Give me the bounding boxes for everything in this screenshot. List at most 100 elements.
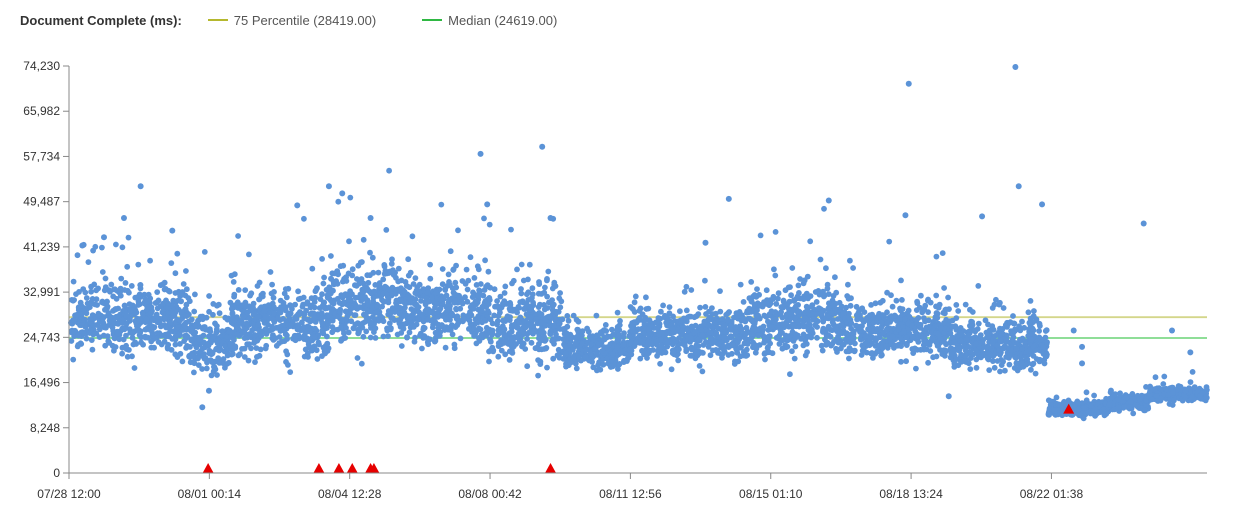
data-point: [123, 342, 129, 349]
data-point: [1120, 404, 1127, 411]
data-point: [558, 298, 565, 305]
data-point: [231, 291, 238, 298]
data-point: [538, 319, 545, 326]
data-point: [851, 348, 858, 355]
data-point: [119, 350, 125, 357]
data-point: [1132, 401, 1139, 408]
data-point: [514, 309, 520, 316]
data-point: [261, 308, 268, 315]
data-point: [848, 335, 854, 341]
data-point: [299, 319, 305, 326]
data-point: [542, 284, 548, 291]
data-point: [795, 282, 802, 289]
data-point: [604, 355, 610, 362]
data-point: [427, 261, 433, 268]
data-point: [268, 290, 275, 297]
data-point: [698, 327, 705, 333]
data-point: [549, 338, 555, 344]
x-tick-label: 08/15 01:10: [739, 487, 803, 501]
data-point: [1083, 389, 1090, 396]
data-point: [241, 335, 248, 341]
data-point: [1022, 338, 1028, 345]
data-point: [1197, 393, 1203, 400]
legend-item-75-percentile[interactable]: 75 Percentile (28419.00): [207, 13, 376, 28]
data-point: [125, 289, 132, 296]
data-point: [949, 323, 956, 330]
data-point: [1010, 313, 1016, 319]
data-point: [252, 332, 258, 338]
legend-item-median[interactable]: Median (24619.00): [422, 13, 557, 28]
data-point: [300, 333, 307, 340]
data-point: [469, 294, 476, 300]
data-point: [1130, 410, 1137, 417]
data-point: [518, 261, 525, 268]
data-point: [457, 335, 464, 342]
data-point: [375, 269, 382, 276]
data-point: [877, 299, 884, 306]
data-point: [89, 346, 96, 353]
data-point: [525, 276, 531, 283]
data-point: [418, 298, 424, 304]
data-point: [255, 321, 262, 328]
data-point: [729, 341, 736, 348]
data-point: [823, 332, 830, 339]
data-point: [821, 205, 827, 212]
data-point: [71, 329, 77, 335]
data-point: [641, 317, 648, 324]
data-point: [187, 344, 193, 350]
data-point: [593, 312, 600, 319]
data-point: [646, 347, 653, 354]
data-point: [520, 340, 527, 347]
data-point: [230, 335, 237, 342]
data-point: [160, 281, 166, 288]
data-point: [370, 269, 377, 276]
data-point: [121, 287, 128, 293]
data-point: [501, 301, 507, 308]
data-point: [397, 316, 404, 323]
data-point: [570, 354, 577, 361]
data-point: [933, 253, 940, 260]
data-point: [932, 322, 939, 329]
data-point: [886, 335, 893, 342]
data-point: [637, 305, 644, 312]
data-point: [787, 333, 793, 339]
data-point: [933, 303, 939, 310]
data-point: [666, 304, 673, 310]
data-point: [433, 289, 439, 296]
data-point: [126, 316, 133, 323]
data-point-outlier: [1079, 360, 1086, 367]
data-point: [129, 353, 135, 360]
data-point: [480, 292, 487, 299]
data-point: [1158, 396, 1164, 402]
data-point: [728, 333, 734, 339]
data-point: [520, 329, 527, 336]
data-point: [431, 338, 438, 345]
data-point: [769, 350, 776, 357]
data-point: [242, 330, 248, 337]
data-point: [991, 364, 998, 371]
data-point: [535, 372, 541, 379]
data-point: [939, 250, 946, 256]
data-point: [349, 272, 356, 279]
data-point: [164, 345, 171, 352]
data-point-outlier: [120, 215, 127, 222]
data-point: [450, 267, 457, 273]
data-point: [566, 341, 573, 348]
data-point: [295, 296, 302, 302]
data-point: [221, 360, 228, 367]
data-point-outlier: [484, 201, 491, 208]
data-point: [915, 315, 922, 321]
data-point: [873, 335, 880, 342]
data-point: [258, 332, 265, 339]
data-point: [85, 259, 92, 265]
data-point: [357, 259, 364, 266]
data-point: [719, 316, 726, 322]
data-point: [501, 290, 508, 296]
data-point: [765, 344, 771, 350]
data-point: [702, 277, 708, 284]
data-point: [78, 303, 85, 309]
data-point: [509, 280, 515, 287]
data-point: [460, 315, 467, 322]
data-point: [191, 308, 198, 315]
data-point: [800, 323, 807, 330]
